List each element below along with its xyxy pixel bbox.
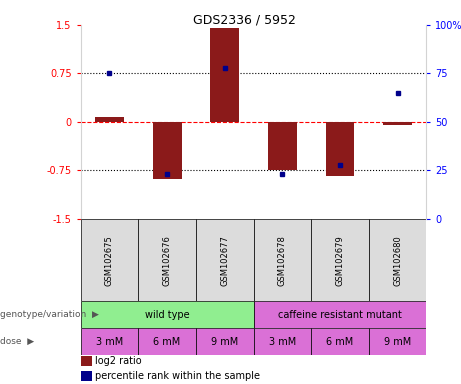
Text: GSM102679: GSM102679 xyxy=(336,235,344,286)
Text: caffeine resistant mutant: caffeine resistant mutant xyxy=(278,310,402,320)
Text: 9 mM: 9 mM xyxy=(384,337,411,347)
Text: GSM102675: GSM102675 xyxy=(105,235,114,286)
Text: percentile rank within the sample: percentile rank within the sample xyxy=(95,371,260,381)
FancyBboxPatch shape xyxy=(138,219,196,301)
FancyBboxPatch shape xyxy=(138,328,196,355)
Text: GSM102676: GSM102676 xyxy=(163,235,171,286)
FancyBboxPatch shape xyxy=(311,219,369,301)
FancyBboxPatch shape xyxy=(369,328,426,355)
Text: log2 ratio: log2 ratio xyxy=(95,356,142,366)
Text: 6 mM: 6 mM xyxy=(154,337,181,347)
FancyBboxPatch shape xyxy=(81,301,254,328)
FancyBboxPatch shape xyxy=(254,219,311,301)
Bar xyxy=(383,122,412,125)
Bar xyxy=(325,122,355,175)
FancyBboxPatch shape xyxy=(196,328,254,355)
FancyBboxPatch shape xyxy=(254,301,426,328)
Text: dose  ▶: dose ▶ xyxy=(0,337,34,346)
FancyBboxPatch shape xyxy=(311,328,369,355)
Text: 6 mM: 6 mM xyxy=(326,337,354,347)
FancyBboxPatch shape xyxy=(81,219,138,301)
Text: genotype/variation  ▶: genotype/variation ▶ xyxy=(0,310,99,319)
FancyBboxPatch shape xyxy=(81,328,138,355)
FancyBboxPatch shape xyxy=(196,219,254,301)
Bar xyxy=(153,122,182,179)
Bar xyxy=(210,28,239,122)
Text: wild type: wild type xyxy=(145,310,189,320)
Text: GSM102678: GSM102678 xyxy=(278,235,287,286)
Bar xyxy=(268,122,297,170)
FancyBboxPatch shape xyxy=(369,219,426,301)
Text: 3 mM: 3 mM xyxy=(96,337,123,347)
Text: 3 mM: 3 mM xyxy=(269,337,296,347)
Text: GSM102677: GSM102677 xyxy=(220,235,229,286)
Text: GDS2336 / 5952: GDS2336 / 5952 xyxy=(193,13,296,26)
Text: 9 mM: 9 mM xyxy=(211,337,238,347)
Bar xyxy=(95,117,124,122)
FancyBboxPatch shape xyxy=(254,328,311,355)
Text: GSM102680: GSM102680 xyxy=(393,235,402,286)
